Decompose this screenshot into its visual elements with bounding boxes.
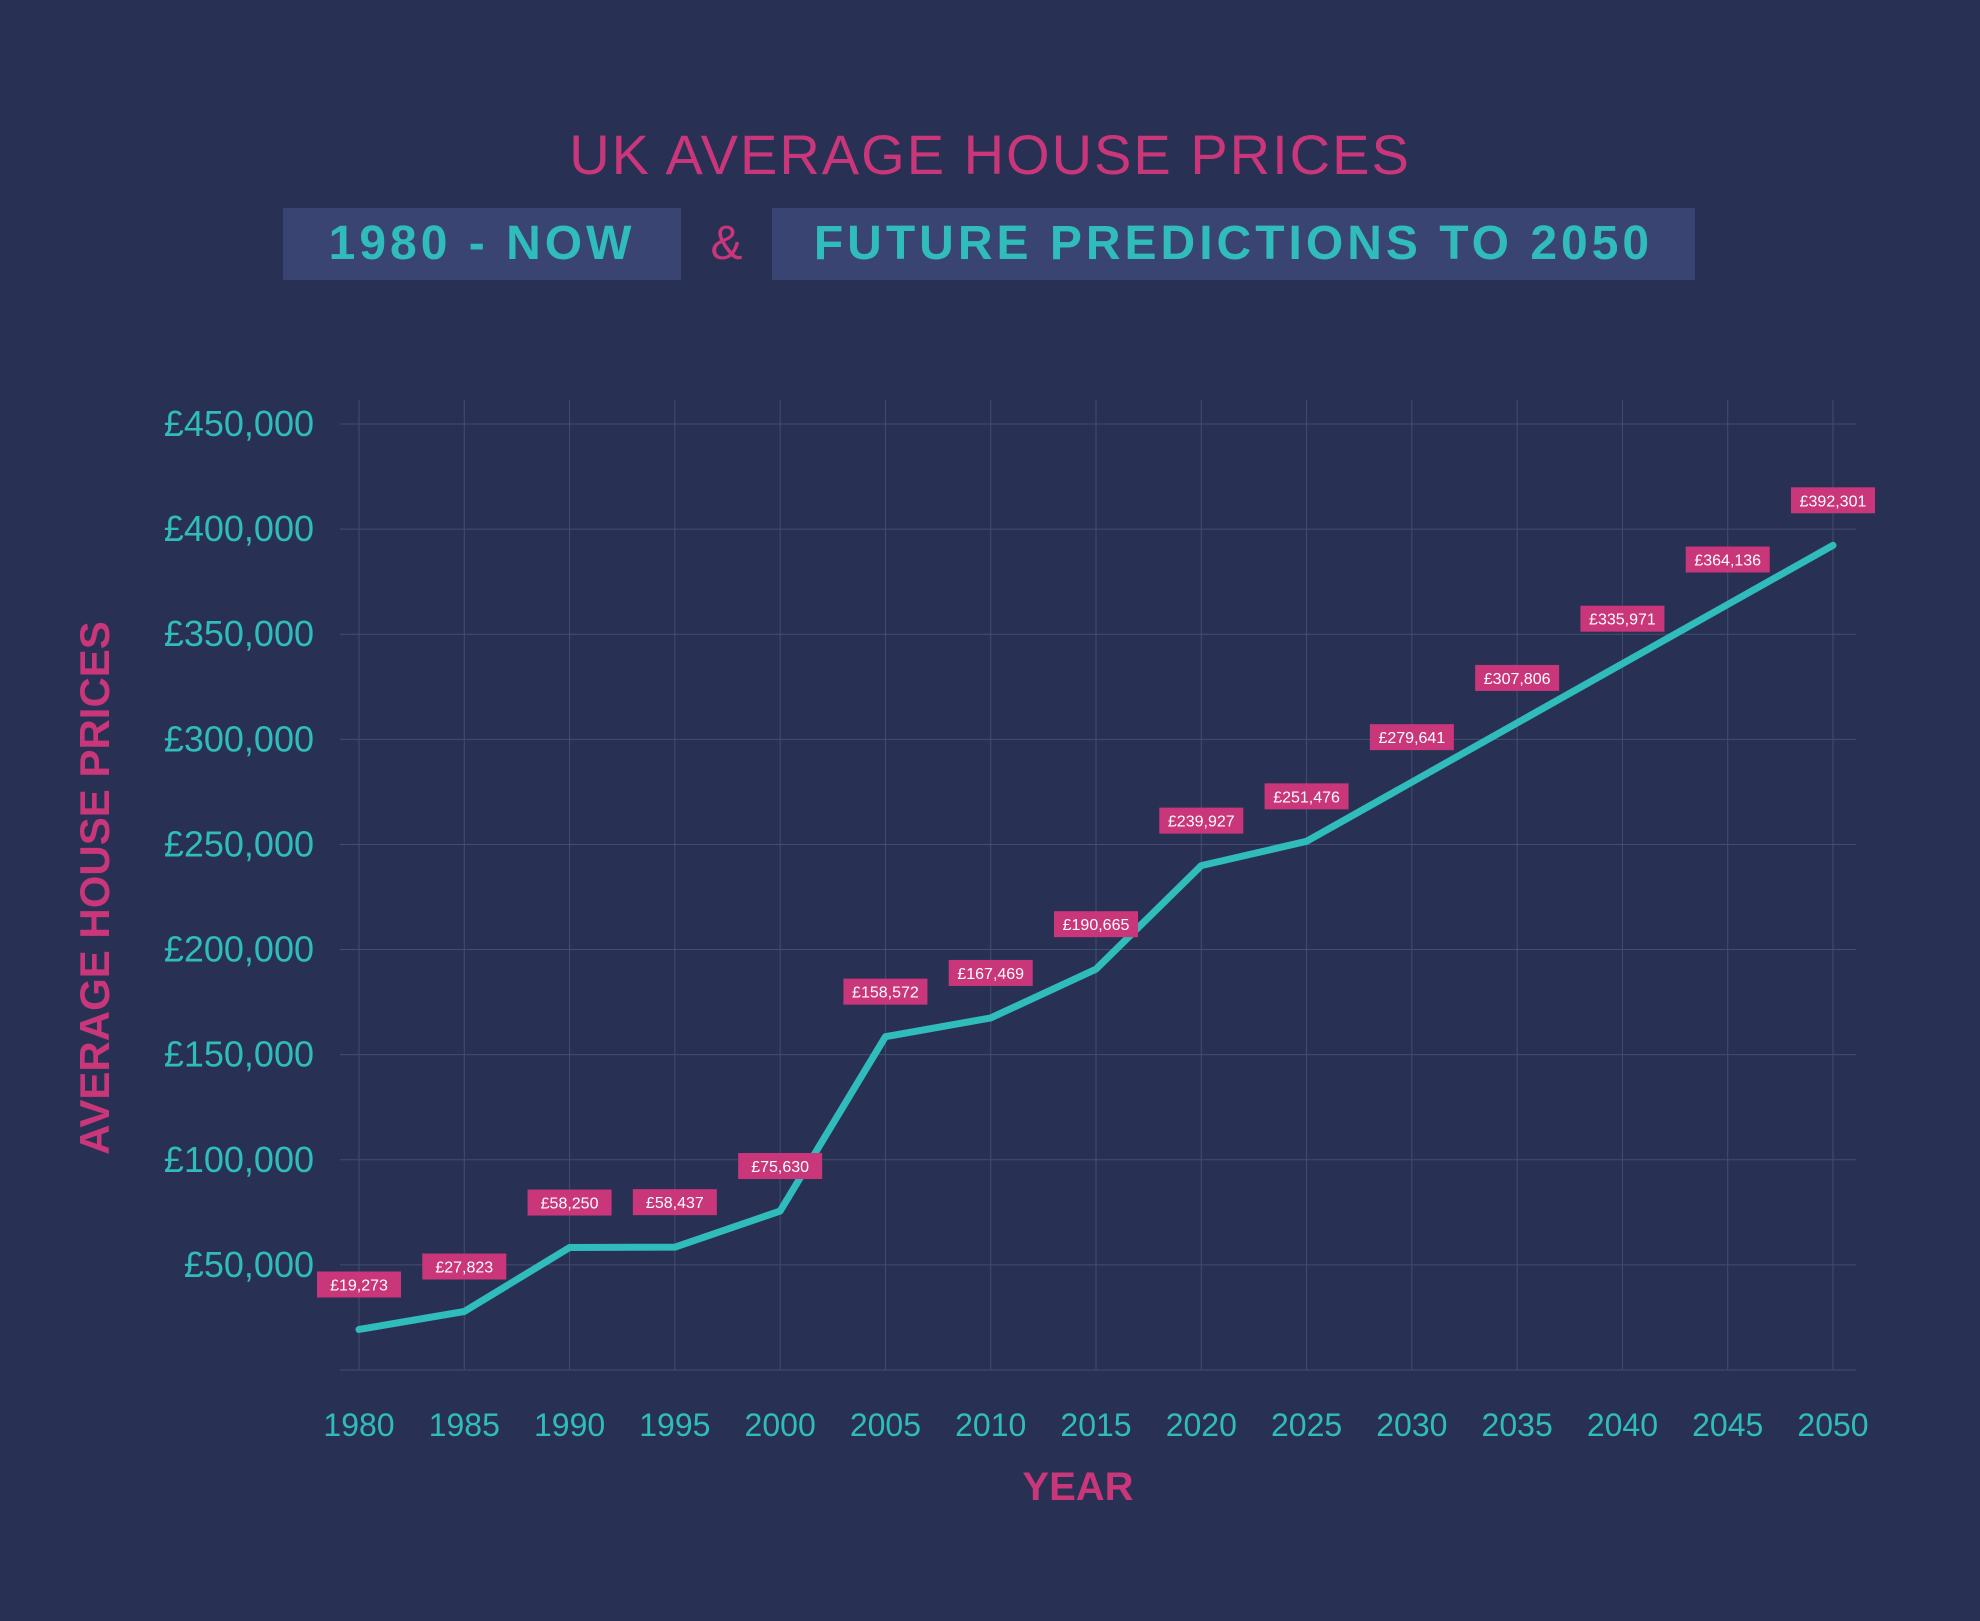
data-labels: £19,273 £27,823 £58,250 £58,437 £75,630 £158,… (317, 487, 1875, 1298)
data-label-text: £364,136 (1694, 553, 1761, 570)
data-label-tag (1264, 783, 1349, 810)
data-label-text: £239,927 (1168, 814, 1235, 831)
x-tick-label: 2040 (1587, 1407, 1658, 1443)
data-label-tag (843, 978, 928, 1005)
data-label-text: £279,641 (1378, 730, 1445, 747)
y-tick-label: £100,000 (164, 1139, 314, 1180)
y-tick-label: £350,000 (164, 613, 314, 654)
data-label-tag (1159, 807, 1244, 834)
y-tick-label: £450,000 (164, 403, 314, 444)
data-label-text: £75,630 (751, 1159, 809, 1176)
x-tick-label: 2010 (955, 1407, 1026, 1443)
data-label-text: £307,806 (1484, 671, 1551, 688)
x-tick-label: 2020 (1166, 1407, 1237, 1443)
y-tick-label: £250,000 (164, 823, 314, 864)
data-label-tag (1791, 487, 1875, 514)
x-tick-label: 2035 (1482, 1407, 1553, 1443)
data-label-tag (1580, 605, 1665, 632)
subtitle-predictions-box: FUTURE PREDICTIONS TO 2050 (772, 208, 1695, 280)
x-tick-label: 2000 (745, 1407, 816, 1443)
subtitle-ampersand: & (710, 217, 743, 270)
x-tick-label: 2050 (1797, 1407, 1868, 1443)
x-tick-label: 2015 (1060, 1407, 1131, 1443)
x-tick-label: 2025 (1271, 1407, 1342, 1443)
data-label-tag (738, 1153, 823, 1180)
data-label-text: £392,301 (1800, 493, 1867, 510)
data-label-text: £167,469 (957, 966, 1024, 983)
data-label-text: £19,273 (330, 1277, 388, 1294)
y-tick-label: £300,000 (164, 718, 314, 759)
x-tick-label: 1995 (639, 1407, 710, 1443)
x-tick-label: 1980 (323, 1407, 394, 1443)
x-tick-label: 1990 (534, 1407, 605, 1443)
data-label-tag (317, 1271, 401, 1298)
data-label-tag (632, 1189, 717, 1216)
axes: £50,000 £100,000 £150,000 £200,000 £250,000 £… (164, 403, 1869, 1443)
data-label-tag (1475, 664, 1560, 691)
chart-title: UK AVERAGE HOUSE PRICES (569, 123, 1411, 186)
series-line-path (355, 541, 1837, 1333)
data-label-text: £251,476 (1273, 789, 1340, 806)
data-label-text: £58,437 (646, 1195, 704, 1212)
data-label-text: £190,665 (1063, 917, 1130, 934)
data-label-tag (1054, 911, 1138, 938)
x-axis-title: YEAR (1022, 1465, 1133, 1509)
y-tick-label: £150,000 (164, 1034, 314, 1075)
x-tick-label: 2045 (1692, 1407, 1763, 1443)
data-label-text: £58,250 (541, 1196, 599, 1213)
data-label-tag (948, 959, 1033, 986)
y-tick-label: £200,000 (164, 929, 314, 970)
x-tick-label: 2030 (1376, 1407, 1447, 1443)
data-label-tag (1685, 546, 1770, 573)
y-tick-label: £50,000 (184, 1244, 314, 1285)
data-label-text: £27,823 (435, 1260, 493, 1277)
y-axis-title: AVERAGE HOUSE PRICES (71, 621, 118, 1155)
grid-lines (340, 400, 1856, 1371)
data-label-tag (527, 1189, 612, 1216)
data-label-text: £335,971 (1589, 612, 1656, 629)
x-tick-label: 2005 (850, 1407, 921, 1443)
x-tick-label: 1985 (429, 1407, 500, 1443)
y-tick-label: £400,000 (164, 508, 314, 549)
subtitle-period-box: 1980 - NOW (283, 208, 681, 280)
data-label-text: £158,572 (852, 985, 919, 1002)
data-label-tag (1369, 724, 1454, 751)
data-label-tag (422, 1253, 507, 1280)
series-line (355, 541, 1837, 1333)
